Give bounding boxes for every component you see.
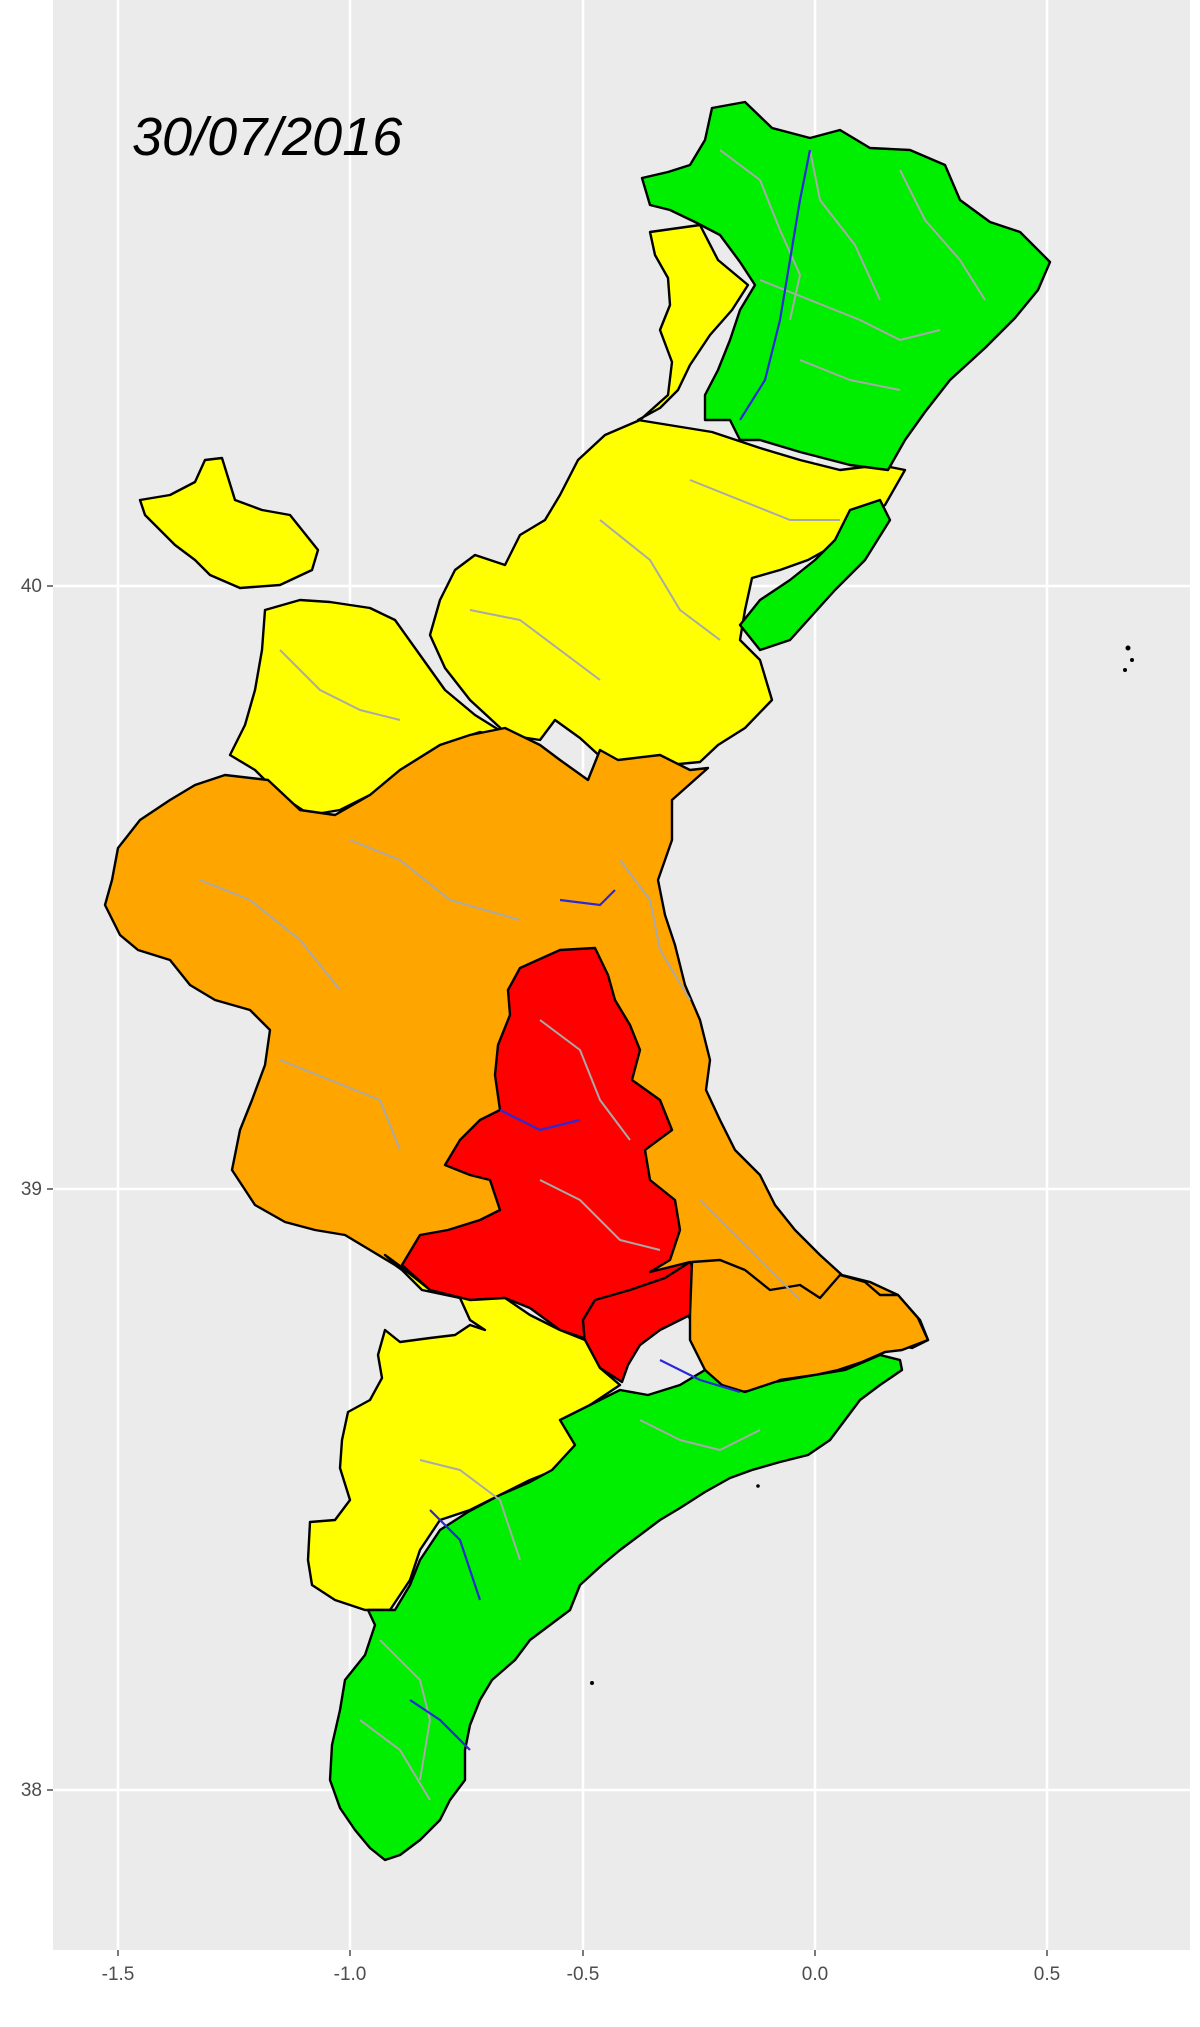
- district-line: [559, 889, 616, 907]
- muni-line: [799, 359, 901, 391]
- district-line: [409, 1699, 471, 1751]
- x-tick-label: -1.5: [102, 1964, 135, 1985]
- muni-line: [699, 1199, 801, 1301]
- y-tick-label: 40: [21, 576, 42, 597]
- muni-line: [809, 149, 881, 301]
- municipal-boundaries: [199, 149, 986, 1801]
- island-dot: [756, 1484, 760, 1488]
- district-line: [659, 1359, 741, 1394]
- choropleth-regions: [103, 100, 1052, 1862]
- y-axis: 40 39 38: [21, 576, 53, 1801]
- district-line: [499, 1109, 581, 1132]
- muni-line: [199, 879, 341, 991]
- muni-line: [539, 1179, 661, 1251]
- region-green-coast: [738, 498, 892, 652]
- region-yellow-enclave: [138, 456, 320, 590]
- x-axis: -1.5 -1.0 -0.5 0.0 0.5: [102, 1950, 1060, 1985]
- district-line: [739, 149, 812, 421]
- muni-line: [379, 1639, 431, 1781]
- region-green-north: [640, 100, 1052, 472]
- district-boundaries: [409, 149, 812, 1751]
- island-dot: [590, 1681, 594, 1685]
- muni-line: [469, 609, 601, 681]
- muni-line: [619, 859, 691, 1001]
- islands: [590, 645, 1134, 1685]
- district-line: [429, 1509, 482, 1601]
- x-tick-label: -1.0: [334, 1964, 367, 1985]
- region-yellow-north: [428, 223, 907, 772]
- island-dot: [1125, 645, 1131, 651]
- island-dot: [1123, 668, 1127, 672]
- island-dot: [1130, 658, 1134, 662]
- muni-line: [689, 479, 840, 521]
- region-green-south: [328, 1353, 904, 1862]
- muni-line: [359, 1719, 431, 1801]
- muni-line: [349, 839, 521, 921]
- muni-line: [539, 1019, 631, 1141]
- x-tick-label: 0.5: [1034, 1964, 1060, 1985]
- muni-line: [599, 519, 721, 641]
- muni-line: [279, 1059, 401, 1151]
- y-tick-label: 39: [21, 1179, 42, 1200]
- region-yellow-south: [306, 1253, 622, 1612]
- x-tick-label: 0.0: [802, 1964, 828, 1985]
- muni-line: [419, 1459, 521, 1561]
- muni-line: [759, 279, 941, 341]
- x-tick-label: -0.5: [567, 1964, 600, 1985]
- muni-line: [279, 649, 401, 721]
- muni-line: [719, 149, 801, 321]
- y-tick-label: 38: [21, 1780, 42, 1801]
- muni-line: [639, 1419, 761, 1451]
- date-label: 30/07/2016: [132, 107, 403, 167]
- muni-line: [899, 169, 986, 301]
